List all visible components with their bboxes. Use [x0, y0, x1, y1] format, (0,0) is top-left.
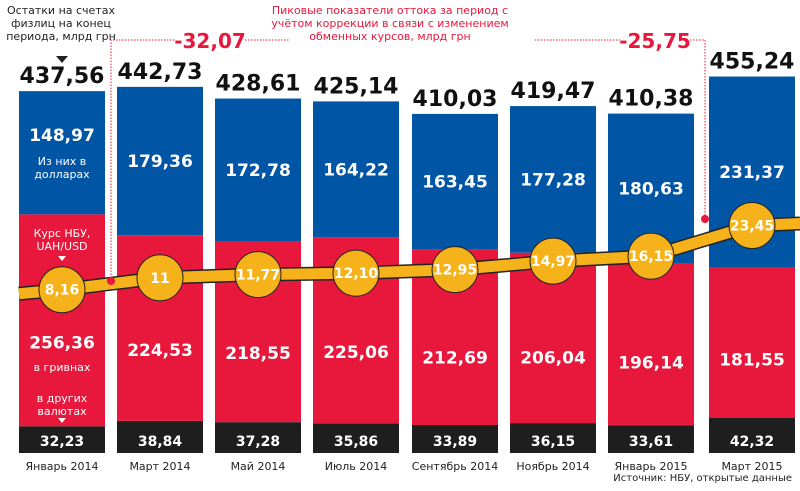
bar-other-currency [313, 423, 399, 453]
total-note: Остатки на счетах физлиц на конец период… [6, 4, 116, 43]
bar-other-currency [412, 424, 498, 453]
uah-label: 181,55 [719, 350, 785, 370]
bar-uah [709, 267, 795, 419]
total-label: 410,03 [413, 87, 498, 112]
uah-label: 256,36 [29, 333, 95, 353]
rate-marker [431, 246, 479, 294]
rate-label: 14,97 [531, 254, 575, 270]
rate-marker [627, 232, 675, 280]
x-tick-label: Март 2014 [129, 460, 190, 473]
bar-uah [608, 262, 694, 426]
other-label: 36,15 [531, 434, 575, 450]
bar-other-currency [510, 423, 596, 453]
rate-note: Курс НБУ, UAH/USD [33, 227, 91, 253]
peak2-leader [535, 39, 706, 219]
rate-label: 12,10 [334, 266, 379, 282]
pointer-icon [58, 256, 66, 261]
uah-label: 196,14 [618, 353, 684, 373]
bar-other-currency [215, 422, 301, 453]
peak-note: Пиковые показатели оттока за период с уч… [271, 4, 509, 43]
other-label: 35,86 [334, 434, 378, 450]
rate-marker [38, 266, 86, 314]
uah-label: 212,69 [422, 348, 488, 368]
usd-label: 179,36 [127, 152, 193, 172]
other-label: 42,32 [730, 434, 774, 450]
other-label: 32,23 [40, 434, 84, 450]
uah-note: в гривнах [33, 361, 91, 374]
rate-marker [529, 237, 577, 285]
x-tick-label: Январь 2014 [25, 460, 98, 473]
total-label: 428,61 [216, 72, 301, 97]
usd-note: Из них в долларах [34, 155, 90, 181]
bar-other-currency [709, 418, 795, 453]
rate-label: 23,45 [730, 219, 774, 235]
rate-marker [234, 251, 282, 299]
bar-uah [19, 214, 105, 427]
other-label: 33,89 [433, 434, 477, 450]
total-label: 437,56 [20, 64, 105, 89]
usd-label: 164,22 [323, 160, 389, 180]
x-tick-label: Май 2014 [231, 460, 286, 473]
source: Источник: НБУ, открытые данные [613, 473, 792, 484]
peak1-dot [107, 277, 115, 285]
total-label: 425,14 [314, 74, 399, 99]
other-label: 33,61 [629, 434, 673, 450]
bar-usd [19, 91, 105, 215]
usd-label: 172,78 [225, 161, 291, 181]
usd-label: 231,37 [719, 163, 785, 183]
usd-label: 177,28 [520, 170, 586, 190]
uah-label: 225,06 [323, 343, 389, 363]
total-label: 442,73 [118, 60, 203, 85]
other-label: 37,28 [236, 434, 280, 450]
peak1-value: -32,07 [174, 29, 246, 53]
total-label: 419,47 [511, 79, 596, 104]
rate-marker [136, 254, 184, 302]
bar-other-currency [19, 426, 105, 453]
usd-label: 180,63 [618, 179, 684, 199]
uah-label: 224,53 [127, 341, 193, 361]
total-label: 410,38 [609, 87, 694, 112]
bar-usd [510, 106, 596, 253]
usd-label: 163,45 [422, 172, 488, 192]
peak1-leader [110, 39, 290, 281]
bar-usd [313, 101, 399, 238]
bar-usd [117, 86, 203, 236]
rate-label: 11,77 [236, 268, 280, 284]
rate-label: 8,16 [45, 283, 80, 299]
x-tick-label: Март 2015 [721, 460, 782, 473]
rate-marker [728, 202, 776, 250]
peak2-value: -25,75 [619, 29, 691, 53]
bar-other-currency [117, 420, 203, 453]
x-tick-label: Январь 2015 [614, 460, 687, 473]
x-tick-label: Ноябрь 2014 [516, 460, 589, 473]
bar-usd [412, 113, 498, 250]
bar-other-currency [608, 425, 694, 453]
peak2-dot [701, 215, 709, 223]
rate-marker [332, 249, 380, 297]
x-tick-label: Сентябрь 2014 [412, 460, 498, 473]
uah-label: 218,55 [225, 344, 291, 364]
rate-label: 12,95 [433, 263, 477, 279]
rate-label: 11 [150, 271, 169, 287]
bar-usd [215, 98, 301, 242]
pointer-icon [56, 56, 68, 63]
other-note: в других валютах [36, 392, 88, 418]
total-label: 455,24 [710, 50, 795, 75]
x-tick-label: Июль 2014 [325, 460, 388, 473]
uah-label: 206,04 [520, 348, 586, 368]
other-label: 38,84 [138, 434, 183, 450]
usd-label: 148,97 [29, 126, 95, 146]
pointer-icon [58, 418, 66, 423]
rate-label: 16,15 [629, 249, 673, 265]
